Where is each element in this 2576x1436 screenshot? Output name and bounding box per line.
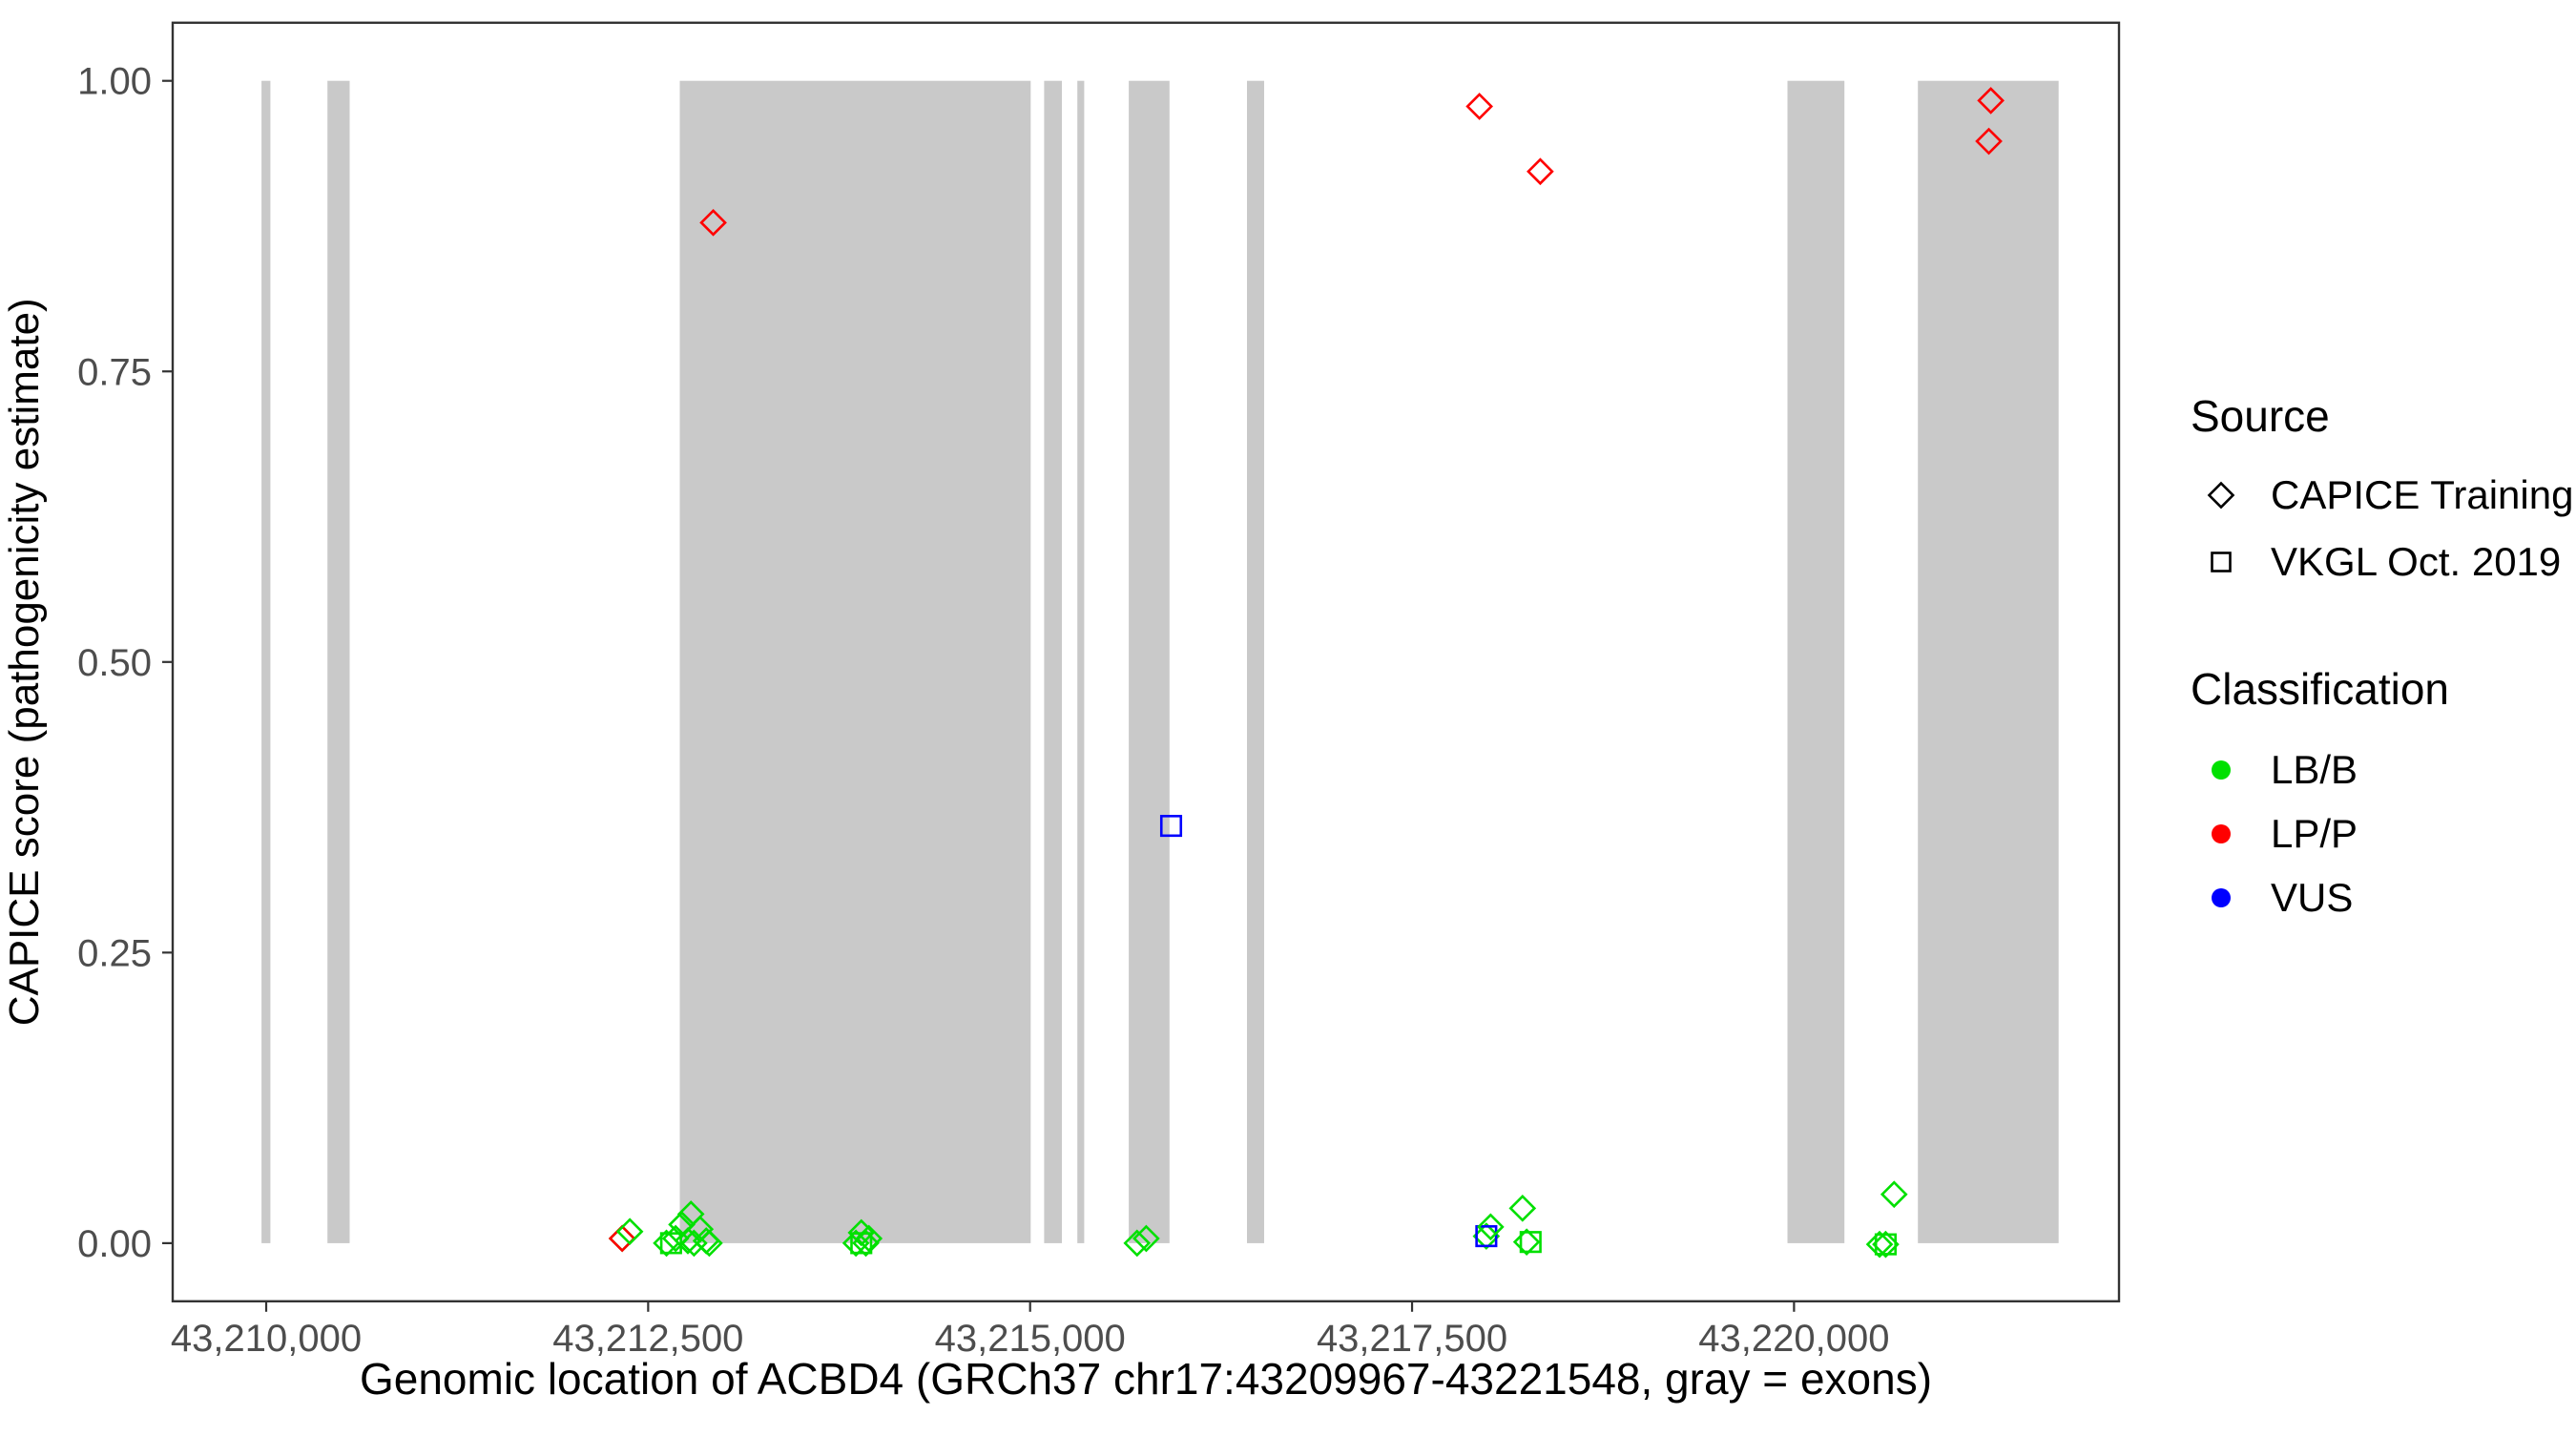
svg-text:0.50: 0.50 [77, 642, 152, 684]
svg-text:Source: Source [2191, 391, 2330, 441]
svg-text:LB/B: LB/B [2271, 747, 2358, 792]
svg-text:0.00: 0.00 [77, 1223, 152, 1265]
svg-text:0.75: 0.75 [77, 351, 152, 393]
svg-text:VUS: VUS [2271, 875, 2353, 920]
svg-text:1.00: 1.00 [77, 61, 152, 103]
svg-text:VKGL Oct. 2019: VKGL Oct. 2019 [2271, 539, 2561, 584]
svg-text:LP/P: LP/P [2271, 811, 2358, 856]
svg-text:CAPICE Training: CAPICE Training [2271, 472, 2573, 517]
svg-text:CAPICE score (pathogenicity es: CAPICE score (pathogenicity estimate) [1, 298, 48, 1026]
svg-text:Classification: Classification [2191, 664, 2449, 714]
svg-text:Genomic location of ACBD4 (GRC: Genomic location of ACBD4 (GRCh37 chr17:… [360, 1354, 1932, 1404]
svg-text:0.25: 0.25 [77, 932, 152, 974]
svg-text:43,210,000: 43,210,000 [171, 1318, 362, 1360]
